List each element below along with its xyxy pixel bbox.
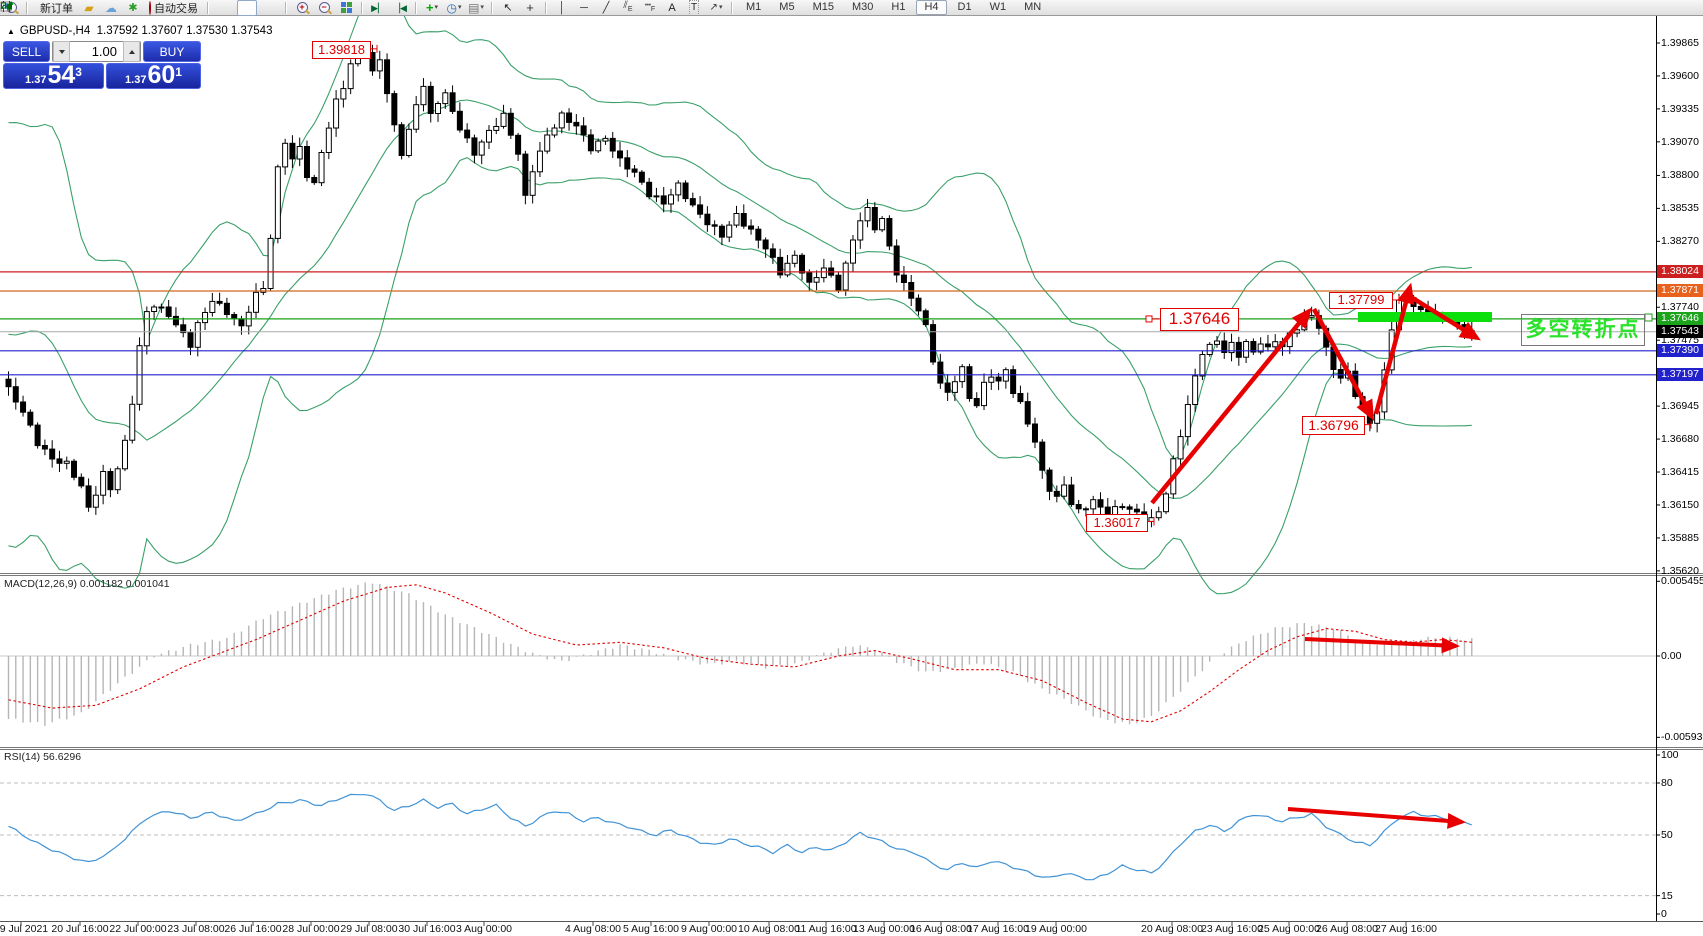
timeframe-m5[interactable]: M5 xyxy=(779,1,795,13)
buy-price-main: 60 xyxy=(147,61,176,89)
chart-title: ▲ GBPUSD-,H4 1.37592 1.37607 1.37530 1.37… xyxy=(7,25,272,37)
level-handle[interactable] xyxy=(1644,313,1653,322)
volume-value[interactable]: 1.00 xyxy=(91,44,117,59)
ohlc-values: 1.37592 1.37607 1.37530 1.37543 xyxy=(96,25,273,37)
new-order-button-label: 新订单 xyxy=(40,2,73,15)
rsi-indicator xyxy=(0,782,1656,897)
bar-chart-type-icon[interactable] xyxy=(1,1,233,15)
label-icon[interactable]: T xyxy=(685,0,703,16)
chart-shift-icon[interactable]: ▶▏ xyxy=(371,2,385,13)
symbol-period-label: GBPUSD-,H4 xyxy=(19,25,91,37)
toolbar-separator xyxy=(545,1,547,14)
timeframe-h4[interactable]: H4 xyxy=(916,0,947,15)
trend-arrow xyxy=(1373,282,1415,415)
toolbar-separator xyxy=(26,1,28,14)
buy-price-prefix: 1.37 xyxy=(125,74,147,86)
buy-button[interactable]: BUY xyxy=(143,41,201,62)
main-toolbar: 新订单 ▰ ☁ ✱ 自动交易 + − ▶▏ ▕◀ + ▾ ◷ ▾ ▤ ▾ ↖ + │ ─ ╱ ⫽E ┅F A T ↗ ▾ M1 M5 M… xyxy=(0,0,1703,16)
vertical-line-icon[interactable]: │ xyxy=(558,1,566,14)
bollinger-bands xyxy=(8,0,1472,595)
trend-arrow xyxy=(1150,307,1312,505)
arrows-tool-icon[interactable]: ↗ ▾ xyxy=(709,1,723,13)
candlestick-chart-type-icon[interactable] xyxy=(1,0,257,16)
sell-price-pip: 3 xyxy=(75,65,82,79)
timeframe-m1[interactable]: M1 xyxy=(746,1,762,13)
panel-collapse-icon[interactable]: ▲ xyxy=(7,27,15,36)
chevron-down-icon: ▾ xyxy=(480,3,484,11)
toolbar-separator xyxy=(285,1,287,14)
autotrade-icon xyxy=(149,0,151,15)
buy-price[interactable]: 1.37 60 1 xyxy=(106,63,201,89)
chevron-down-icon xyxy=(58,49,65,54)
trendline-icon[interactable]: ╱ xyxy=(602,1,610,14)
sell-price-main: 54 xyxy=(47,61,76,89)
zoom-out-icon[interactable]: − xyxy=(315,1,333,15)
chevron-down-icon: ▾ xyxy=(457,3,462,11)
toolbar-separator xyxy=(415,1,417,14)
new-order-button[interactable]: 新订单 xyxy=(0,1,75,15)
templates-icon[interactable]: ▤ ▾ xyxy=(468,0,484,15)
trend-arrow xyxy=(1409,295,1481,341)
sell-price[interactable]: 1.37 54 3 xyxy=(3,63,104,89)
buy-price-pip: 1 xyxy=(175,65,182,79)
toolbar-separator xyxy=(491,1,493,14)
gold-ingot-icon[interactable]: ▰ xyxy=(84,0,94,15)
macd-indicator xyxy=(0,582,1656,726)
toolbar-separator xyxy=(207,1,209,14)
turning-point-annotation: 多空转折点 xyxy=(1521,314,1645,346)
macd-trend-arrow xyxy=(1304,637,1460,654)
volume-stepper[interactable]: 1.00 xyxy=(52,41,141,62)
horizontal-line-icon[interactable]: ─ xyxy=(580,1,588,14)
cursor-icon[interactable]: ↖ xyxy=(503,1,513,14)
periods-icon[interactable]: ◷ ▾ xyxy=(446,0,462,15)
chevron-down-icon: ▾ xyxy=(434,3,439,11)
chevron-down-icon: ▾ xyxy=(718,3,723,11)
toolbar-separator xyxy=(361,1,363,14)
one-click-trading-panel: SELL 1.00 BUY 1.37 54 3 1.37 60 1 xyxy=(3,41,201,89)
timeframe-h1[interactable]: H1 xyxy=(891,1,906,13)
volume-increase-button[interactable] xyxy=(123,41,140,62)
green-highlight-bar xyxy=(1358,312,1492,322)
auto-scroll-icon[interactable]: ▕◀ xyxy=(393,2,407,13)
timeframe-m15[interactable]: M15 xyxy=(812,1,834,13)
auto-trading-button-label: 自动交易 xyxy=(154,2,198,15)
trend-arrow xyxy=(1312,307,1375,421)
candlestick-series xyxy=(5,44,1475,530)
auto-trading-button[interactable]: 自动交易 xyxy=(147,0,200,15)
cloud-icon[interactable]: ☁ xyxy=(105,0,117,15)
chevron-up-icon xyxy=(128,49,135,54)
timeframe-d1[interactable]: D1 xyxy=(957,1,972,13)
signals-icon[interactable]: ✱ xyxy=(128,1,138,14)
fibonacci-icon[interactable]: ┅F xyxy=(644,0,656,13)
sell-price-prefix: 1.37 xyxy=(25,74,47,86)
tile-windows-icon[interactable] xyxy=(337,1,355,15)
crosshair-icon[interactable]: + xyxy=(526,0,534,15)
line-chart-type-icon[interactable] xyxy=(0,1,279,15)
trend-arrows xyxy=(1150,282,1481,505)
rsi-trend-arrow xyxy=(1287,807,1466,829)
volume-decrease-button[interactable] xyxy=(53,41,70,62)
macd-indicator-label: MACD(12,26,9) 0.001182 0.001041 xyxy=(4,578,170,590)
timeframe-m30[interactable]: M30 xyxy=(851,1,874,13)
timeframe-mn[interactable]: MN xyxy=(1024,1,1042,13)
rsi-indicator-label: RSI(14) 56.6296 xyxy=(4,751,82,763)
equidistant-channel-icon[interactable]: ⫽E xyxy=(623,0,633,13)
text-icon[interactable]: A xyxy=(668,1,676,14)
timeframe-w1[interactable]: W1 xyxy=(989,1,1007,13)
sell-button[interactable]: SELL xyxy=(3,41,50,62)
zoom-in-icon[interactable]: + xyxy=(293,1,311,15)
toolbar-separator xyxy=(731,1,733,14)
indicators-add-icon[interactable]: + ▾ xyxy=(425,0,439,15)
